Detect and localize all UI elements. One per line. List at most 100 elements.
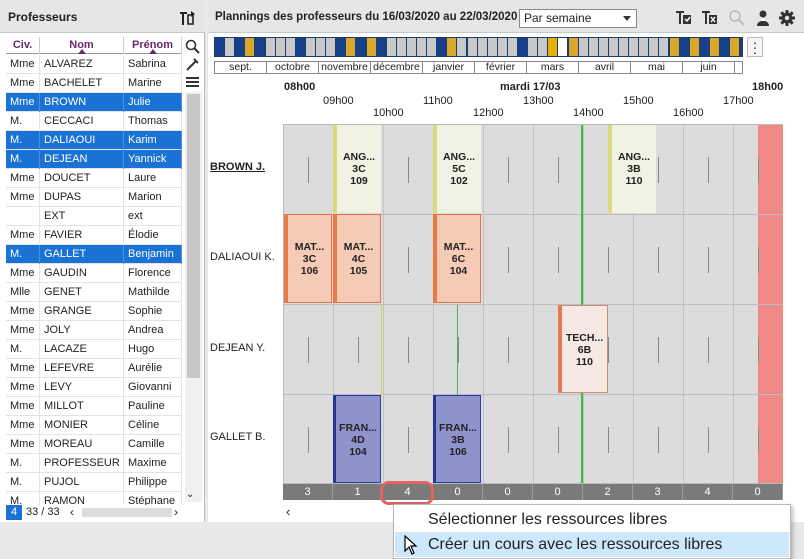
free-count-cell[interactable]: 1 [333,484,383,500]
course-block[interactable]: FRAN... 3B 106 [433,395,481,483]
timeline-week[interactable] [417,38,426,56]
timeline-week[interactable] [447,38,457,56]
year-timeline[interactable] [214,37,743,57]
professor-row[interactable]: Mme GAUDIN Florence [6,264,182,283]
professor-row[interactable]: Mme ALVAREZ Sabrina [6,55,182,74]
schedule-grid[interactable]: ANG... 3C 109 ANG... 5C 102 ANG... 3B 110 MAT... 3… [283,124,783,484]
export-icon[interactable] [179,9,197,27]
professor-row[interactable]: Mme GRANGE Sophie [6,302,182,321]
timeline-week[interactable] [326,38,336,56]
timeline-week[interactable] [497,38,507,56]
column-nom[interactable]: Nom [40,37,124,54]
timeline-more-icon[interactable]: · · · [747,35,763,59]
timeline-week[interactable] [406,38,416,56]
timeline-week[interactable] [679,38,689,56]
course-block[interactable]: ANG... 3C 109 [333,125,381,213]
menu-item-select-free-resources[interactable]: Sélectionner les ressources libres [428,511,668,528]
timeline-week[interactable] [720,38,729,56]
timeline-week[interactable] [255,38,265,56]
teacher-label[interactable]: DEJEAN Y. [210,342,266,354]
timeline-week[interactable] [730,38,740,56]
user-icon[interactable] [754,9,772,27]
scroll-right-icon[interactable]: › [174,505,178,519]
professor-row[interactable]: Mme DOUCET Laure [6,169,182,188]
timeline-week[interactable] [457,38,467,56]
list-icon[interactable] [183,75,203,92]
timeline-week[interactable] [437,38,447,56]
timeline-week[interactable] [235,38,245,56]
free-count-cell[interactable]: 0 [533,484,583,500]
course-block[interactable]: ANG... 3B 110 [608,125,656,213]
wrench-icon[interactable] [183,56,203,74]
timeline-week[interactable] [305,38,315,56]
timeline-week[interactable] [427,38,437,56]
timeline-week[interactable] [396,38,406,56]
professor-row[interactable]: Mme MOREAU Camille [6,435,182,454]
professor-row[interactable]: M. DALIAOUI Karim [6,131,182,150]
timeline-week[interactable] [619,38,628,56]
free-count-cell[interactable]: 3 [283,484,333,500]
free-count-cell[interactable]: 2 [583,484,633,500]
occupied-resources-icon[interactable] [701,9,719,27]
professor-row[interactable]: Mme FAVIER Élodie [6,226,182,245]
timeline-week[interactable] [507,38,517,56]
teacher-label[interactable]: DALIAOUI K. [210,251,275,263]
teacher-label[interactable]: BROWN J. [210,161,265,173]
planning-horizontal-scrollbar[interactable]: ‹ [283,504,783,520]
timeline-week[interactable] [215,38,224,56]
course-block[interactable]: MAT... 6C 104 [433,214,481,303]
timeline-week[interactable] [356,38,366,56]
professor-row[interactable]: M. CECCACI Thomas [6,112,182,131]
timeline-week[interactable] [487,38,497,56]
column-civ[interactable]: Civ. [6,37,40,54]
professor-row[interactable]: Mme BROWN Julie [6,93,182,112]
timeline-week[interactable] [528,38,538,56]
view-period-select[interactable]: Par semaine [519,9,637,28]
timeline-week[interactable] [558,38,568,56]
timeline-week[interactable] [629,38,639,56]
timeline-week[interactable] [649,38,659,56]
professor-row[interactable]: Mme JOLY Andrea [6,321,182,340]
free-count-cell[interactable]: 0 [733,484,783,500]
professor-row[interactable]: Mme LEFEVRE Aurélie [6,359,182,378]
scroll-down-icon[interactable]: ⌄ [186,489,195,500]
timeline-week[interactable] [477,38,487,56]
timeline-week[interactable] [295,38,305,56]
free-count-cell[interactable]: 0 [433,484,483,500]
timeline-week[interactable] [386,38,396,56]
professor-row[interactable]: M. RAMON Stéphane [6,492,182,505]
gear-icon[interactable] [778,9,796,27]
timeline-week[interactable] [548,38,558,56]
timeline-week[interactable] [316,38,325,56]
menu-item-create-course-free-resources[interactable]: Créer un cours avec les ressources libre… [395,532,789,557]
professor-row[interactable]: Mme MONIER Céline [6,416,182,435]
timeline-week[interactable] [467,38,477,56]
professor-row[interactable]: Mme BACHELET Marine [6,74,182,93]
course-block[interactable]: MAT... 3C 106 [284,214,332,303]
column-prenom[interactable]: Prénom [124,37,182,54]
professor-row[interactable]: M. LACAZE Hugo [6,340,182,359]
timeline-week[interactable] [518,38,527,56]
timeline-week[interactable] [376,38,386,56]
timeline-week[interactable] [709,38,719,56]
timeline-week[interactable] [598,38,608,56]
professor-row[interactable]: M. DEJEAN Yannick [6,150,182,169]
timeline-week[interactable] [639,38,649,56]
scroll-left-icon[interactable]: ‹ [70,505,74,519]
professor-row[interactable]: Mme DUPAS Marion [6,188,182,207]
professor-row[interactable]: Mlle GENET Mathilde [6,283,182,302]
timeline-week[interactable] [689,38,699,56]
timeline-week[interactable] [225,38,235,56]
free-count-cell[interactable]: 4 [683,484,733,500]
horizontal-scrollbar[interactable] [82,508,172,517]
free-count-cell[interactable]: 0 [483,484,533,500]
timeline-week[interactable] [568,38,578,56]
professor-row[interactable]: M. PUJOL Philippe [6,473,182,492]
teacher-label[interactable]: GALLET B. [210,431,266,443]
free-count-cell[interactable]: 3 [633,484,683,500]
search-icon[interactable] [183,37,203,55]
timeline-week[interactable] [669,38,679,56]
professor-row[interactable]: Mme LEVY Giovanni [6,378,182,397]
professor-row[interactable]: EXT ext [6,207,182,226]
course-block[interactable]: ANG... 5C 102 [433,125,481,213]
